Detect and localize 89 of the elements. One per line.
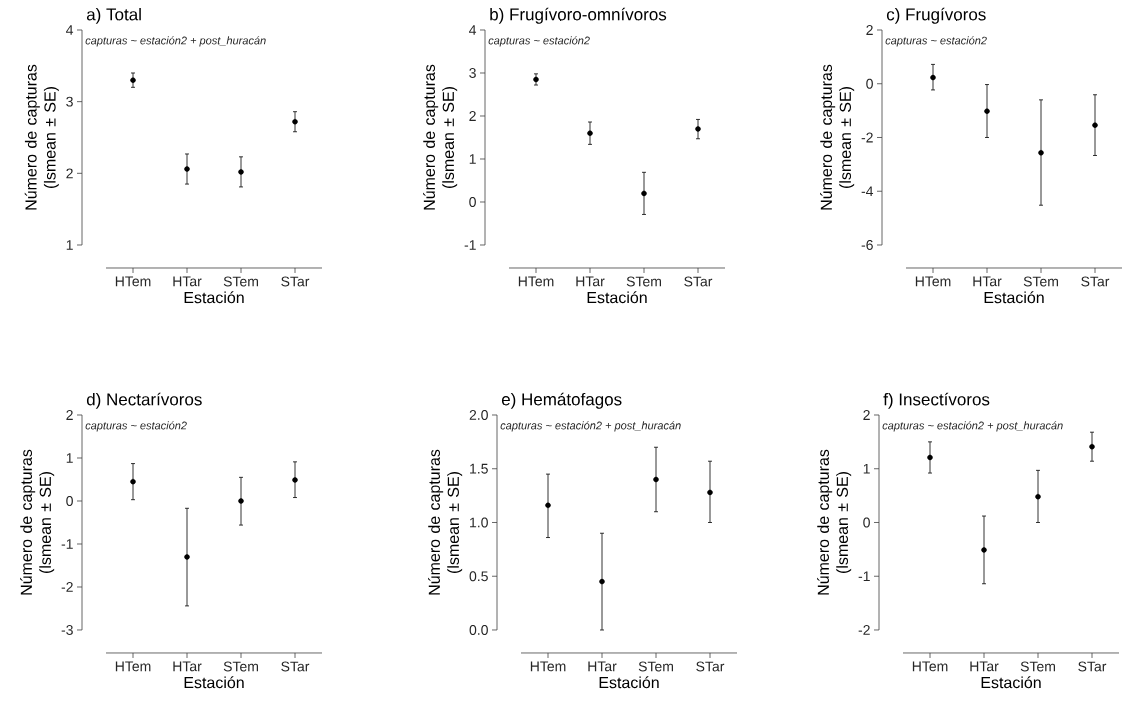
point (184, 554, 190, 560)
x-tick-label: STar (281, 276, 310, 287)
x-tick-label: HTem (115, 276, 151, 287)
y-tick-label: 1.0 (470, 517, 488, 528)
text: capturas ~ estación2 + post_huracán (500, 421, 681, 432)
x-tick-label: STar (684, 276, 713, 287)
x-axis-title: Estación (184, 291, 244, 304)
y-tick-label: 2 (66, 410, 73, 420)
x-axis-title: Estación (984, 291, 1044, 304)
x-tick-label: STar (1081, 276, 1110, 287)
chart-title: c) Frugívoros (886, 7, 986, 24)
point (238, 169, 244, 175)
y-tick-label: -6 (861, 240, 873, 250)
text: capturas ~ estación2 + post_huracán (882, 421, 1063, 432)
chart-title: b) Frugívoro-omnívoros (490, 7, 667, 24)
chart-title: f) Insectívoros (883, 392, 990, 409)
point (238, 498, 244, 504)
y-tick-label: -2 (61, 582, 73, 592)
y-tick-label: 2 (469, 111, 476, 121)
x-axis-title: Estación (184, 676, 244, 689)
chart-title: e) Hemátofagos (501, 392, 622, 409)
y-axis-title: Número de capturas (lsmean ± SE) (817, 449, 852, 595)
point (695, 126, 701, 132)
y-tick-label: 1 (66, 240, 73, 250)
x-tick-label: HTem (912, 661, 948, 672)
y-tick-label: 0 (866, 78, 873, 89)
y-tick-label: 2 (66, 168, 73, 179)
chart-title: a) Total (86, 7, 141, 24)
y-tick-label: 1.5 (470, 463, 488, 474)
y-axis-title: Número de capturas (lsmean ± SE) (24, 64, 59, 210)
y-tick-label: -1 (61, 539, 73, 549)
y-tick-label: 3 (66, 96, 73, 107)
x-tick-label: STem (1023, 276, 1058, 287)
y-tick-label: 2 (863, 410, 870, 420)
x-tick-label: STem (223, 661, 258, 672)
y-tick-label: 0 (863, 517, 870, 528)
y-tick-label: 4 (469, 25, 477, 35)
x-tick-label: HTar (173, 661, 202, 672)
x-tick-label: STem (626, 276, 661, 287)
chart-title: d) Nectarívoros (86, 392, 202, 409)
y-tick-label: 0.5 (469, 571, 488, 582)
x-tick-label: HTar (970, 661, 999, 672)
y-tick-label: 4 (66, 25, 74, 35)
x-tick-label: STem (223, 276, 258, 287)
y-axis-title: Número de capturas (lsmean ± SE) (20, 449, 55, 595)
x-axis-title: Estación (981, 676, 1041, 689)
point (292, 477, 298, 483)
y-tick-label: 0 (469, 197, 476, 207)
point (1092, 122, 1098, 128)
point (981, 547, 987, 553)
point (984, 108, 990, 114)
x-tick-label: HTem (915, 276, 951, 287)
x-tick-label: STar (696, 661, 725, 672)
y-tick-label: -1 (464, 240, 476, 250)
y-tick-label: 3 (469, 68, 476, 78)
point (184, 166, 190, 172)
y-tick-label: -2 (858, 625, 870, 635)
x-tick-label: STem (1020, 661, 1055, 672)
x-tick-label: STar (281, 661, 310, 672)
x-axis-title: Estación (599, 676, 659, 689)
x-tick-label: HTar (576, 276, 605, 287)
y-tick-label: -4 (861, 186, 874, 197)
y-tick-label: -2 (861, 132, 873, 143)
y-axis-title: Número de capturas (lsmean ± SE) (428, 449, 463, 595)
y-tick-label: -3 (61, 625, 73, 635)
x-tick-label: STar (1078, 661, 1107, 672)
x-tick-label: HTem (115, 661, 151, 672)
y-tick-label: 0 (66, 496, 73, 506)
x-tick-label: HTar (973, 276, 1002, 287)
text: capturas ~ estación2 (885, 36, 987, 47)
x-axis-title: Estación (587, 291, 647, 304)
y-tick-label: 2.0 (469, 410, 488, 420)
x-tick-label: HTem (518, 276, 554, 287)
point (130, 77, 136, 83)
y-tick-label: -1 (858, 571, 870, 582)
text: capturas ~ estación2 (85, 421, 187, 432)
y-tick-label: 2 (866, 25, 873, 35)
y-tick-label: 1 (469, 154, 476, 164)
x-tick-label: HTar (588, 661, 617, 672)
y-tick-label: 0.0 (469, 625, 488, 635)
x-tick-label: STem (638, 661, 673, 672)
y-tick-label: 1 (863, 463, 870, 474)
y-tick-label: 1 (66, 453, 73, 463)
y-axis-title: Número de capturas (lsmean ± SE) (820, 64, 855, 210)
x-tick-label: HTar (173, 276, 202, 287)
x-tick-label: HTem (530, 661, 566, 672)
text: capturas ~ estación2 (488, 36, 590, 47)
y-axis-title: Número de capturas (lsmean ± SE) (423, 64, 458, 210)
text: capturas ~ estación2 + post_huracán (85, 36, 266, 47)
